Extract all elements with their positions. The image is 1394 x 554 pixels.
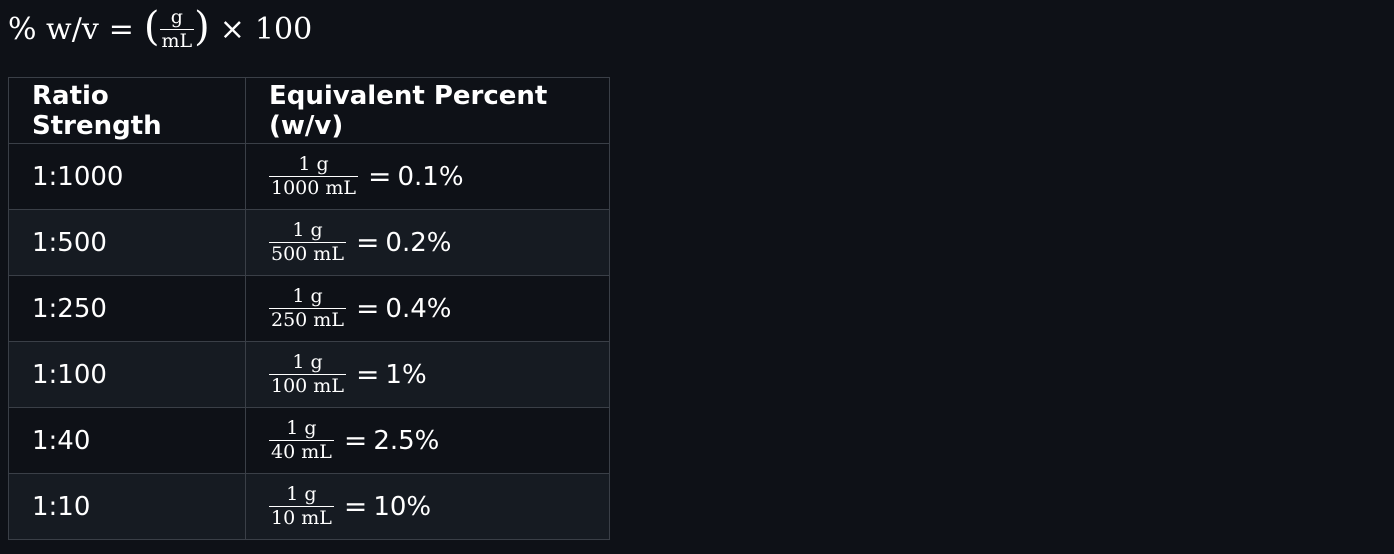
percent-value: 0.2% [385, 227, 452, 258]
ratio-cell: 1:10 [8, 473, 246, 540]
ratio-cell: 1:100 [8, 341, 246, 408]
percent-cell: 1 g 1000 mL = 0.1% [245, 143, 610, 210]
fraction-numerator: 1 g [292, 285, 323, 307]
table-row: 1:500 1 g 500 mL = 0.2% [8, 209, 610, 276]
header-ratio-strength: Ratio Strength [8, 77, 246, 144]
percent-value: 1% [385, 359, 427, 390]
percent-value: 10% [373, 491, 432, 522]
ratio-cell: 1:250 [8, 275, 246, 342]
equals-sign: = [343, 424, 368, 457]
fraction-denominator: 250 mL [271, 309, 344, 331]
table-header-row: Ratio Strength Equivalent Percent (w/v) [8, 77, 610, 144]
percent-value: 0.4% [385, 293, 452, 324]
percent-cell: 1 g 10 mL = 10% [245, 473, 610, 540]
percent-cell: 1 g 100 mL = 1% [245, 341, 610, 408]
percent-fraction: 1 g 40 mL [269, 419, 334, 462]
formula-equals: = [108, 11, 134, 47]
table-row: 1:1000 1 g 1000 mL = 0.1% [8, 143, 610, 210]
equals-sign: = [368, 160, 392, 193]
percent-cell: 1 g 250 mL = 0.4% [245, 275, 610, 342]
fraction-numerator: 1 g [286, 483, 317, 505]
percent-fraction: 1 g 250 mL [269, 287, 346, 330]
fraction-denominator: 100 mL [271, 375, 344, 397]
table-row: 1:10 1 g 10 mL = 10% [8, 473, 610, 540]
table-row: 1:100 1 g 100 mL = 1% [8, 341, 610, 408]
percent-value: 0.1% [397, 161, 464, 192]
formula-frac-denominator: mL [161, 29, 193, 52]
ratio-cell: 1:40 [8, 407, 246, 474]
formula-close-paren: ) [194, 4, 210, 50]
fraction-denominator: 1000 mL [271, 177, 357, 199]
formula-factor: 100 [254, 11, 313, 47]
formula-frac-numerator: g [170, 5, 183, 28]
table-row: 1:40 1 g 40 mL = 2.5% [8, 407, 610, 474]
formula-open-paren: ( [143, 4, 160, 50]
percent-fraction: 1 g 10 mL [269, 485, 334, 528]
equals-sign: = [355, 358, 380, 391]
equals-sign: = [355, 292, 380, 325]
percent-value: 2.5% [373, 425, 440, 456]
percent-cell: 1 g 500 mL = 0.2% [245, 209, 610, 276]
percent-cell: 1 g 40 mL = 2.5% [245, 407, 610, 474]
fraction-numerator: 1 g [286, 417, 317, 439]
percent-fraction: 1 g 500 mL [269, 221, 346, 264]
fraction-numerator: 1 g [292, 219, 323, 241]
fraction-numerator: 1 g [292, 351, 323, 373]
percent-fraction: 1 g 100 mL [269, 353, 346, 396]
formula-fraction: g mL [159, 5, 195, 52]
table-row: 1:250 1 g 250 mL = 0.4% [8, 275, 610, 342]
fraction-denominator: 500 mL [271, 243, 344, 265]
ratio-cell: 1:1000 [8, 143, 246, 210]
ratio-cell: 1:500 [8, 209, 246, 276]
formula-times: × [219, 11, 245, 47]
fraction-numerator: 1 g [298, 153, 329, 175]
percent-fraction: 1 g 1000 mL [269, 153, 359, 199]
header-equivalent-percent: Equivalent Percent (w/v) [245, 77, 610, 144]
fraction-denominator: 10 mL [271, 507, 332, 529]
equals-sign: = [355, 226, 380, 259]
ratio-percent-table: Ratio Strength Equivalent Percent (w/v) … [8, 77, 610, 540]
fraction-denominator: 40 mL [271, 441, 332, 463]
percent-formula: % w/v = ( g mL ) × 100 [8, 4, 312, 54]
formula-lhs: % w/v [8, 11, 99, 47]
equals-sign: = [343, 490, 368, 523]
